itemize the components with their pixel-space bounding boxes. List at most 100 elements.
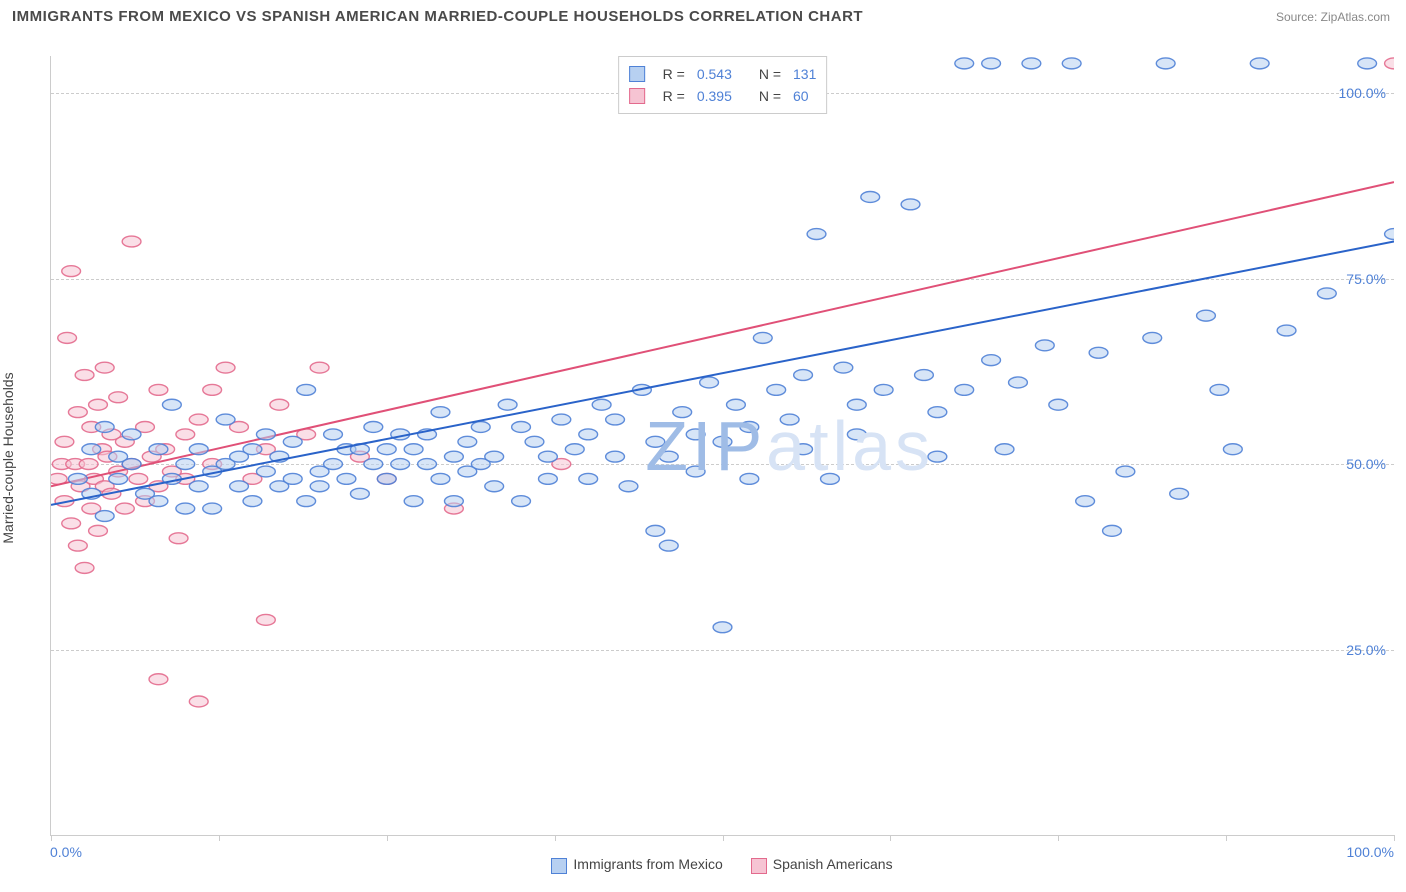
data-point [216,362,235,373]
data-point [162,399,181,410]
data-point [525,436,544,447]
data-point [1143,332,1162,343]
data-point [700,377,719,388]
data-point [1035,340,1054,351]
data-point [95,421,114,432]
x-tick [723,835,724,841]
data-point [646,436,665,447]
data-point [79,459,98,470]
data-point [270,399,289,410]
data-point [995,444,1014,455]
data-point [109,473,128,484]
data-point [767,384,786,395]
data-point [686,429,705,440]
data-point [592,399,611,410]
data-point [847,399,866,410]
data-point [821,473,840,484]
data-point [89,399,108,410]
data-point [1197,310,1216,321]
legend-item: Immigrants from Mexico [551,856,722,873]
legend-swatch [551,858,567,874]
chart-area: Married-couple Households R =0.543N =131… [12,36,1394,880]
data-point [431,407,450,418]
data-point [659,540,678,551]
data-point [955,58,974,69]
data-point [68,407,87,418]
x-tick [51,835,52,841]
r-value: 0.543 [697,63,747,85]
data-point [324,429,343,440]
data-point [673,407,692,418]
legend-row: R = 0.543 N = 131 [629,63,817,85]
data-point [753,332,772,343]
data-point [122,459,141,470]
data-point [297,384,316,395]
legend-item: Spanish Americans [751,856,893,873]
data-point [834,362,853,373]
data-point [928,451,947,462]
data-point [444,496,463,507]
data-point [740,473,759,484]
data-point [203,384,222,395]
data-point [444,451,463,462]
data-point [122,429,141,440]
data-point [216,414,235,425]
data-point [740,421,759,432]
legend-row: R =0.395N =60 [629,85,817,107]
data-point [727,399,746,410]
data-point [58,332,77,343]
data-point [95,362,114,373]
data-point [539,451,558,462]
source-label: Source: ZipAtlas.com [1276,10,1390,24]
data-point [189,696,208,707]
data-point [82,444,101,455]
n-label: N = [759,63,781,85]
data-point [310,481,329,492]
legend-label: Spanish Americans [773,856,893,872]
plot-region: R =0.543N =131R =0.395N =60 ZIPatlas 25.… [50,56,1394,836]
plot-svg [51,56,1394,835]
data-point [646,525,665,536]
data-point [243,444,262,455]
trend-line [51,241,1394,504]
data-point [458,436,477,447]
correlation-legend: R = 0.543 N = 131R =0.395N =60 [618,56,828,114]
data-point [115,503,134,514]
x-max-label: 100.0% [1347,844,1394,860]
legend-swatch [629,66,645,82]
x-tick [219,835,220,841]
data-point [75,370,94,381]
data-point [189,414,208,425]
data-point [1049,399,1068,410]
data-point [68,473,87,484]
data-point [364,459,383,470]
data-point [1170,488,1189,499]
data-point [1277,325,1296,336]
data-point [901,199,920,210]
data-point [1009,377,1028,388]
data-point [498,399,517,410]
data-point [861,192,880,203]
x-tick [890,835,891,841]
data-point [1156,58,1175,69]
data-point [337,473,356,484]
data-point [471,421,490,432]
data-point [606,414,625,425]
data-point [686,466,705,477]
n-value: 131 [793,63,816,85]
data-point [431,473,450,484]
data-point [485,481,504,492]
data-point [659,451,678,462]
data-point [364,421,383,432]
data-point [1250,58,1269,69]
x-tick [1226,835,1227,841]
legend-swatch [751,858,767,874]
data-point [928,407,947,418]
legend-swatch [629,88,645,104]
data-point [109,392,128,403]
data-point [324,459,343,470]
r-label: R = [663,63,685,85]
series-legend: Immigrants from Mexico Spanish Americans [50,850,1394,880]
r-value: 0.395 [697,85,747,107]
data-point [149,444,168,455]
